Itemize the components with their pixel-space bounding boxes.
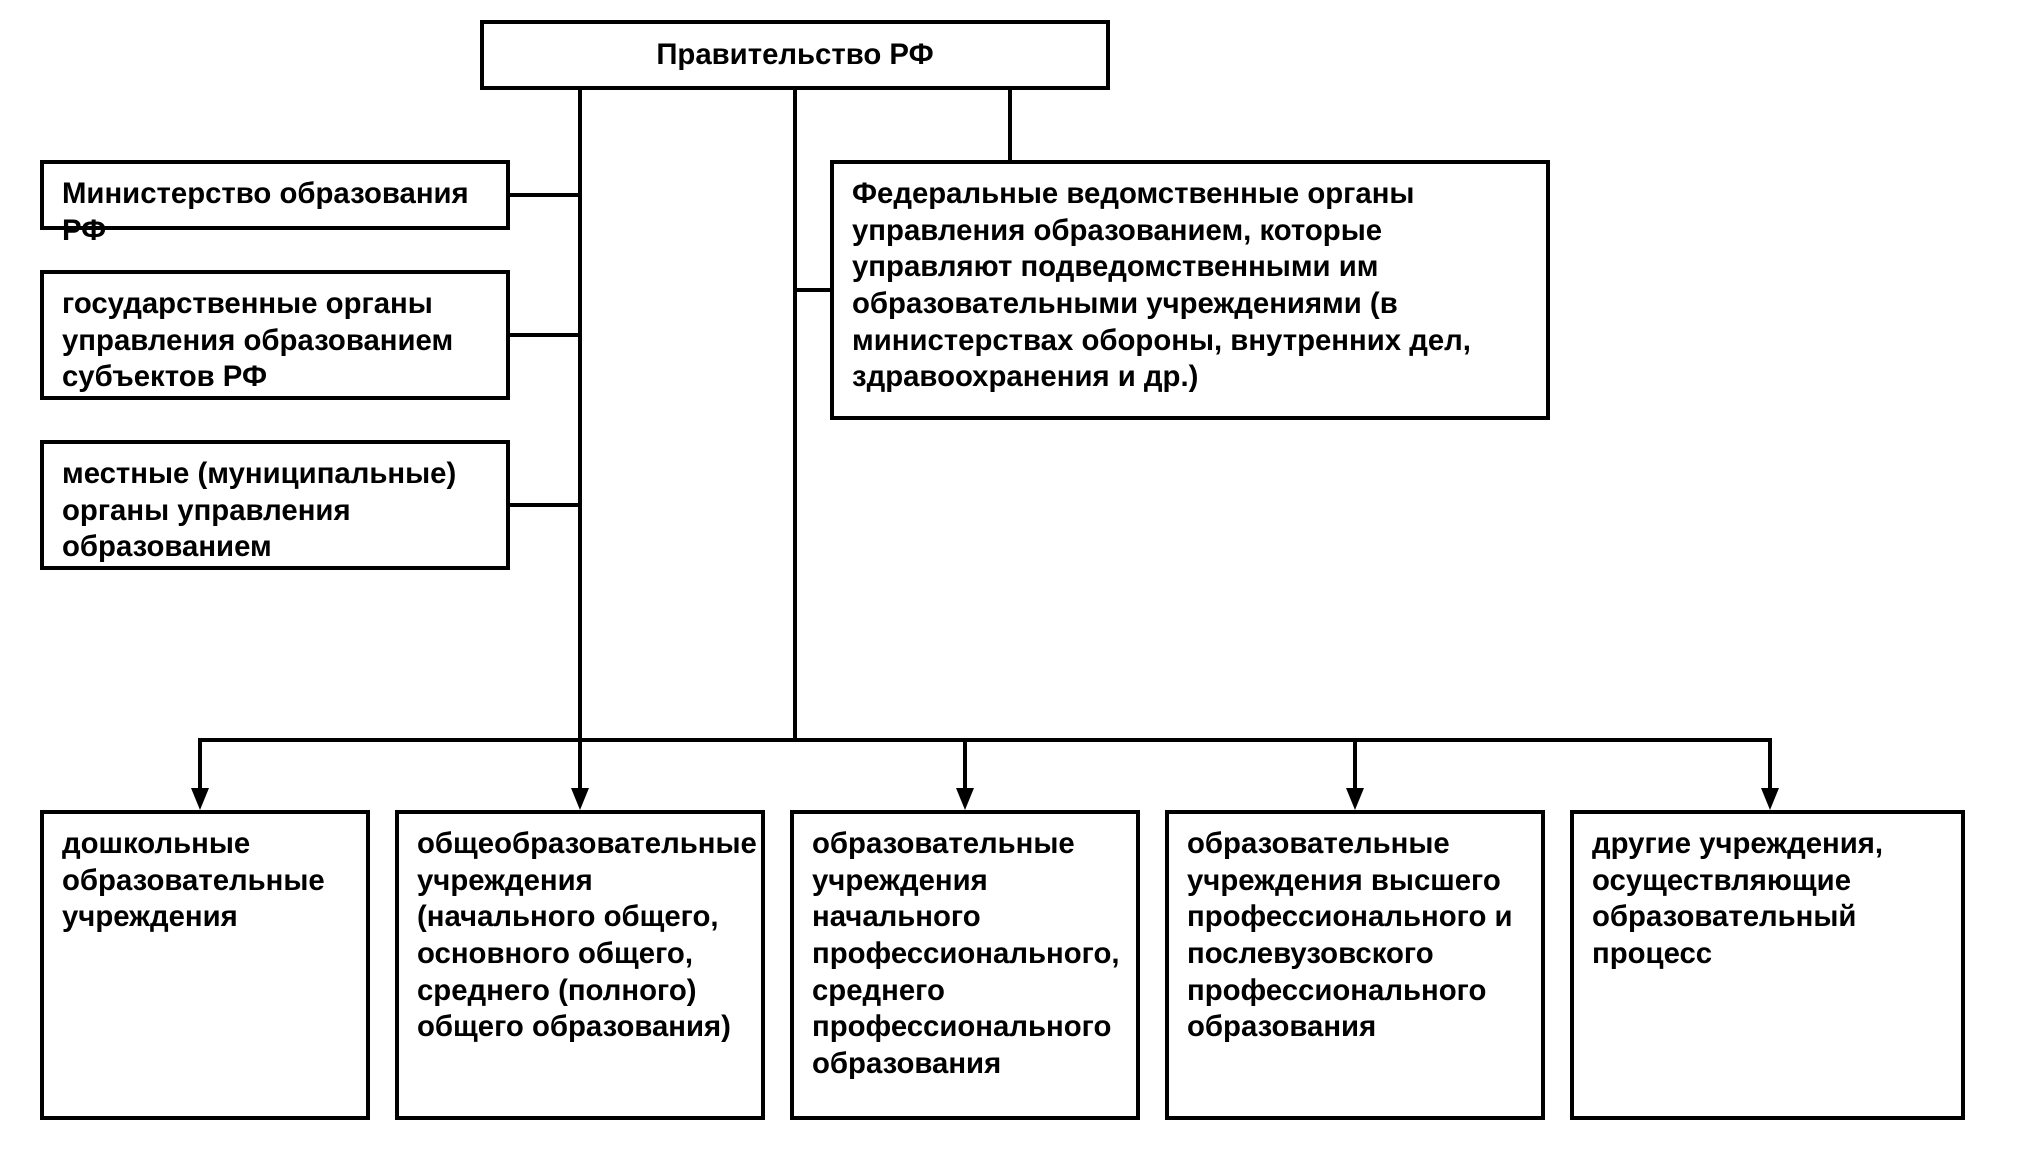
node-b4-label: образовательные учреждения высшего профе… — [1187, 826, 1523, 1046]
node-left3-label: местные (муниципальные) органы управлени… — [62, 456, 488, 566]
node-root-label: Правительство РФ — [656, 37, 933, 74]
node-b1-label: дошкольные образовательные учреждения — [62, 826, 348, 936]
node-fed-label: Федеральные ведомственные органы управле… — [852, 176, 1528, 396]
node-left1: Министерство образования РФ — [40, 160, 510, 230]
node-left2: государственные органы управления образо… — [40, 270, 510, 400]
node-left1-label: Министерство образования РФ — [62, 176, 488, 249]
node-b5-label: другие учреждения, осуществляющие образо… — [1592, 826, 1943, 973]
node-left3: местные (муниципальные) органы управлени… — [40, 440, 510, 570]
node-root: Правительство РФ — [480, 20, 1110, 90]
node-b2-label: общеобразовательные учреждения (начально… — [417, 826, 757, 1046]
org-chart: Правительство РФ Министерство образовани… — [0, 0, 2028, 1161]
node-b3: образовательные учреждения начального пр… — [790, 810, 1140, 1120]
node-b4: образовательные учреждения высшего профе… — [1165, 810, 1545, 1120]
node-left2-label: государственные органы управления образо… — [62, 286, 488, 396]
node-b3-label: образовательные учреждения начального пр… — [812, 826, 1120, 1083]
node-b5: другие учреждения, осуществляющие образо… — [1570, 810, 1965, 1120]
node-fed: Федеральные ведомственные органы управле… — [830, 160, 1550, 420]
node-b1: дошкольные образовательные учреждения — [40, 810, 370, 1120]
node-b2: общеобразовательные учреждения (начально… — [395, 810, 765, 1120]
